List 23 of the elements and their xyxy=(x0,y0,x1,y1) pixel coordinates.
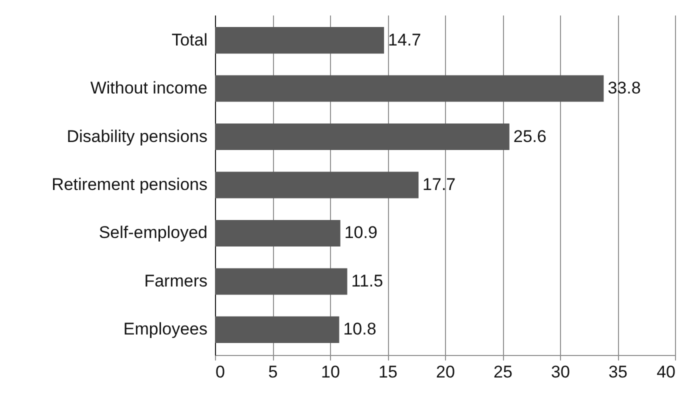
data-label: 10.9 xyxy=(344,223,378,242)
x-tick-label: 30 xyxy=(551,362,570,382)
x-tick-label: 10 xyxy=(321,362,340,382)
x-tick-label: 5 xyxy=(268,362,278,382)
y-tick-label: Without income xyxy=(90,78,208,98)
x-tick-label: 15 xyxy=(378,362,398,382)
y-tick-label: Retirement pensions xyxy=(52,175,208,194)
y-tick-label: Disability pensions xyxy=(66,126,208,146)
data-label: 10.8 xyxy=(343,320,376,339)
x-tick-label: 35 xyxy=(608,362,628,382)
x-tick-label: 40 xyxy=(656,362,676,382)
x-tick-label: 20 xyxy=(436,362,455,382)
x-tick-label: 0 xyxy=(216,362,225,382)
data-label: 33.8 xyxy=(608,78,641,98)
y-tick-label: Farmers xyxy=(144,271,208,290)
y-tick-label: Total xyxy=(172,30,208,50)
data-label: 25.6 xyxy=(513,126,546,146)
x-tick-label: 25 xyxy=(494,362,512,382)
data-label: 17.7 xyxy=(422,175,456,194)
y-tick-label: Employees xyxy=(123,320,208,339)
y-tick-label: Self-employed xyxy=(98,223,208,242)
data-label: 14.7 xyxy=(388,30,422,50)
data-label: 11.5 xyxy=(351,271,384,290)
